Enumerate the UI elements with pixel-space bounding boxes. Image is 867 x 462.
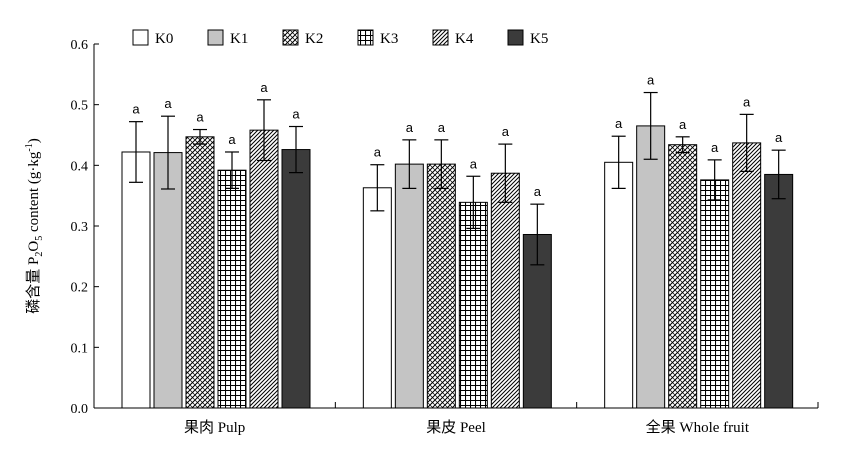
legend-label-k5: K5 (530, 31, 548, 47)
category-label: 果皮 Peel (426, 419, 486, 436)
significance-label: a (470, 156, 478, 171)
bar-k4-2 (490, 172, 520, 409)
significance-label: a (438, 120, 446, 135)
significance-label: a (534, 184, 542, 199)
legend-label-k1: K1 (230, 31, 248, 47)
y-tick-label: 0.2 (71, 281, 89, 296)
legend-label-k4: K4 (455, 31, 474, 47)
bar-k0-2 (362, 187, 392, 409)
legend-label-k3: K3 (380, 31, 398, 47)
bar-k5-1 (281, 149, 311, 409)
legend-swatch-k0 (132, 29, 149, 46)
bar-k3-2 (458, 201, 488, 409)
significance-label: a (679, 117, 687, 132)
significance-label: a (196, 110, 204, 125)
significance-label: a (132, 102, 140, 117)
significance-label: a (406, 120, 414, 135)
bar-k5-3 (764, 173, 794, 409)
significance-label: a (775, 130, 783, 145)
axes: 0.0 0.1 0.2 0.3 0.4 0.5 0.6 (71, 38, 819, 417)
bar-k2-2 (426, 163, 456, 409)
significance-label: a (374, 145, 382, 160)
legend-swatch-k5 (507, 29, 524, 46)
bar-k1-2 (394, 163, 424, 409)
significance-label: a (711, 140, 719, 155)
significance-label: a (502, 124, 510, 139)
bar-k1-1 (153, 152, 183, 409)
y-tick-label: 0.6 (71, 38, 89, 53)
bars: a a a a a a a a a a a a a a a a a a 果肉 Pulp 果皮 Peel 全果 Whole… (121, 73, 794, 436)
legend-label-k0: K0 (155, 31, 173, 47)
y-tick-label: 0.1 (71, 341, 89, 356)
significance-label: a (743, 94, 751, 109)
bar-k2-3 (668, 144, 698, 409)
significance-label: a (228, 132, 236, 147)
legend-label-k2: K2 (305, 31, 323, 47)
significance-label: a (615, 116, 623, 131)
bar-k0-3 (604, 161, 634, 409)
bar-k4-3 (732, 142, 762, 409)
legend-swatch-k3 (357, 29, 374, 46)
y-tick-label: 0.3 (71, 220, 89, 235)
bar-k1-3 (636, 125, 666, 409)
y-tick-label: 0.0 (71, 402, 89, 417)
legend: K0 K1 K2 K3 K4 K5 (132, 29, 548, 47)
category-label: 全果 Whole fruit (646, 418, 750, 436)
y-tick-label: 0.5 (71, 99, 89, 114)
significance-label: a (260, 80, 268, 95)
bar-k2-1 (185, 136, 215, 409)
legend-swatch-k1 (207, 29, 224, 46)
legend-swatch-k4 (432, 29, 449, 46)
y-axis-label: 磷含量 P2O5 content (g·kg-1) (24, 138, 45, 313)
bar-k3-3 (700, 179, 730, 409)
bar-k0-1 (121, 151, 151, 409)
bar-k4-1 (249, 129, 279, 409)
category-label: 果肉 Pulp (184, 419, 245, 436)
significance-label: a (647, 73, 655, 88)
y-tick-label: 0.4 (71, 159, 89, 174)
significance-label: a (164, 96, 172, 111)
bar-k3-1 (217, 169, 247, 409)
legend-swatch-k2 (282, 29, 299, 46)
significance-label: a (292, 107, 300, 122)
